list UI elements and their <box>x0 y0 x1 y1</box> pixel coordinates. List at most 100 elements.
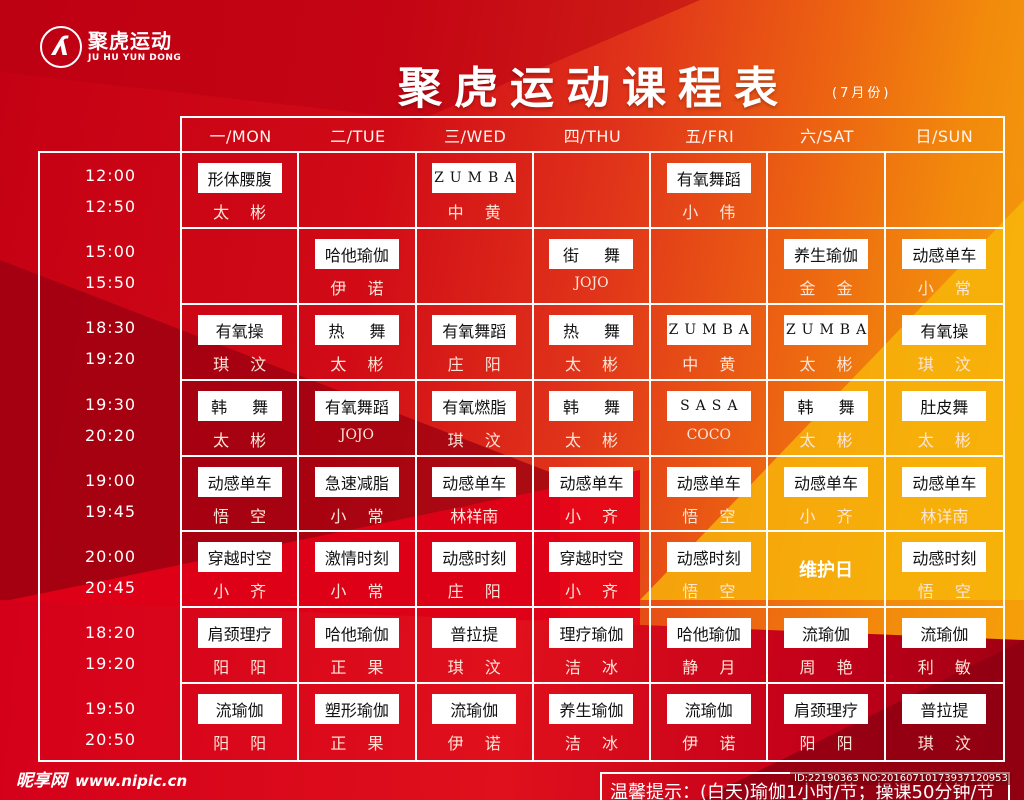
watermark-cn: 昵享网 <box>16 771 67 791</box>
schedule-cell: 韩 舞太 彬 <box>768 380 886 457</box>
course-label: 肩颈理疗 <box>197 618 282 649</box>
teacher-name: 小 齐 <box>213 582 275 602</box>
day-header: 五/FRI <box>685 126 735 146</box>
course-label: 动感单车 <box>549 466 634 497</box>
course-label: 流瑜伽 <box>784 618 869 649</box>
course-label: 动感时刻 <box>666 542 751 573</box>
teacher-name: 小 伟 <box>682 203 744 222</box>
schedule-cell: 流瑜伽利 敏 <box>885 608 1003 685</box>
teacher-name: 林祥南 <box>450 506 499 526</box>
teacher-name: 琪 汶 <box>213 354 275 374</box>
schedule-cell: 激情时刻小 常 <box>299 532 417 609</box>
teacher-name: 太 彬 <box>564 430 627 450</box>
time-slot: 19:50 20:50 <box>40 686 181 762</box>
teacher-name: 太 彬 <box>799 430 861 450</box>
time-slot: 19:00 19:45 <box>40 458 181 534</box>
schedule-cell: 普拉提琪 汶 <box>416 608 534 685</box>
course-label: 动感单车 <box>902 466 987 497</box>
time-end: 15:50 <box>84 273 137 293</box>
course-label: 养生瑜伽 <box>549 694 634 725</box>
time-slot: 19:30 20:20 <box>40 382 181 458</box>
schedule-cell: 动感单车小 齐 <box>533 456 652 533</box>
time-start: 19:50 <box>84 699 137 719</box>
day-header: 一/MON <box>209 126 272 146</box>
schedule-cell: 动感时刻悟 空 <box>885 532 1003 609</box>
brand-name-en: JU HU YUN DONG <box>88 53 182 63</box>
teacher-name: 正 果 <box>330 658 392 678</box>
time-start: 15:00 <box>84 242 137 262</box>
schedule-cell <box>651 228 769 305</box>
schedule-cell: 养生瑜伽金 金 <box>768 228 886 305</box>
time-slot: 12:00 12:50 <box>40 153 181 229</box>
course-label: 养生瑜伽 <box>784 238 869 269</box>
course-label: 韩 舞 <box>549 390 634 421</box>
maintenance-day-label: 维护日 <box>799 560 854 582</box>
watermark-url: www.nipic.cn <box>75 772 188 790</box>
course-label: 有氧舞蹈 <box>432 314 517 345</box>
schedule-cell: 哈他瑜伽静 月 <box>651 608 769 685</box>
brand-text: 聚虎运动 JU HU YUN DONG <box>88 31 181 63</box>
schedule-cell: 有氧燃脂琪 汶 <box>416 380 534 457</box>
teacher-name: 小 齐 <box>799 506 861 526</box>
teacher-name: 中 黄 <box>682 354 744 374</box>
day-header-row: 一/MON 二/TUE 三/WED 四/THU 五/FRI 六/SAT 日/SUN <box>180 116 1005 151</box>
teacher-name: 小 常 <box>330 506 392 526</box>
schedule-cell: SASA COCO <box>651 380 769 457</box>
course-label: 肚皮舞 <box>902 390 987 421</box>
teacher-name: 琪 汶 <box>447 658 509 678</box>
schedule-cell: 形体腰腹太 彬 <box>182 153 300 229</box>
teacher-name: 庄 阳 <box>447 354 509 374</box>
schedule-cell: 动感时刻悟 空 <box>651 532 769 609</box>
schedule-cell: 维护日 <box>768 532 886 609</box>
time-slot: 18:30 19:20 <box>40 305 181 381</box>
schedule-cell: 热 舞太 彬 <box>533 304 652 381</box>
schedule-cell: 理疗瑜伽洁 冰 <box>533 608 652 685</box>
teacher-name: 洁 冰 <box>564 734 627 754</box>
teacher-name: 太 彬 <box>917 430 979 450</box>
course-label: 动感单车 <box>666 466 751 497</box>
course-label: 有氧操 <box>902 314 987 345</box>
teacher-name: 静 月 <box>682 658 744 678</box>
watermark: 昵享网 www.nipic.cn <box>16 766 187 791</box>
schedule-cell: 穿越时空小 齐 <box>533 532 652 609</box>
course-label: 普拉提 <box>432 618 517 649</box>
schedule-cell <box>299 153 417 229</box>
course-label: 穿越时空 <box>197 542 282 573</box>
schedule-cell: 动感单车小 常 <box>885 229 1003 305</box>
time-column: 12:00 12:50 15:00 15:50 18:30 19:20 19:30 20:20… <box>38 151 181 762</box>
course-label: 穿越时空 <box>549 542 634 573</box>
time-start: 19:00 <box>84 470 137 490</box>
schedule-cell: 养生瑜伽洁 冰 <box>534 684 652 760</box>
time-end: 20:45 <box>84 578 137 598</box>
teacher-name: 正 果 <box>330 734 392 754</box>
schedule-cell: 穿越时空小 齐 <box>182 532 300 609</box>
schedule-cell: 热 舞太 彬 <box>299 304 417 381</box>
course-label: 流瑜伽 <box>197 694 282 725</box>
time-end: 19:20 <box>84 349 137 369</box>
course-label: ZUMBA <box>666 314 751 345</box>
teacher-name: 伊 诺 <box>330 278 392 298</box>
time-slot: 18:20 19:20 <box>40 610 181 686</box>
schedule-cell: 流瑜伽伊 诺 <box>651 684 769 760</box>
schedule-cell: ZUMBA 中 黄 <box>416 153 534 229</box>
schedule-cell: 肚皮舞太 彬 <box>885 381 1003 457</box>
teacher-name: 庄 阳 <box>447 582 509 602</box>
day-header: 四/THU <box>563 126 622 146</box>
month-label: (7月份) <box>832 86 892 101</box>
schedule-cell: ZUMBA 太 彬 <box>768 304 886 381</box>
teacher-name: 悟 空 <box>213 506 275 526</box>
course-label: 动感时刻 <box>902 542 987 573</box>
schedule-cell: 流瑜伽周 艳 <box>768 608 886 685</box>
time-start: 19:30 <box>84 394 137 414</box>
course-label: 急速减脂 <box>314 466 399 497</box>
schedule-cell: 有氧操琪 汶 <box>885 305 1003 381</box>
teacher-name: 阳 阳 <box>213 734 275 754</box>
teacher-name: 林详南 <box>920 506 969 526</box>
time-slot: 20:00 20:45 <box>40 534 181 610</box>
course-label: 韩 舞 <box>197 390 282 421</box>
course-label: 理疗瑜伽 <box>549 618 634 649</box>
time-end: 19:45 <box>84 501 137 521</box>
schedule-cell <box>182 228 300 305</box>
course-label: 动感单车 <box>432 466 517 497</box>
course-label: 动感时刻 <box>432 542 517 573</box>
